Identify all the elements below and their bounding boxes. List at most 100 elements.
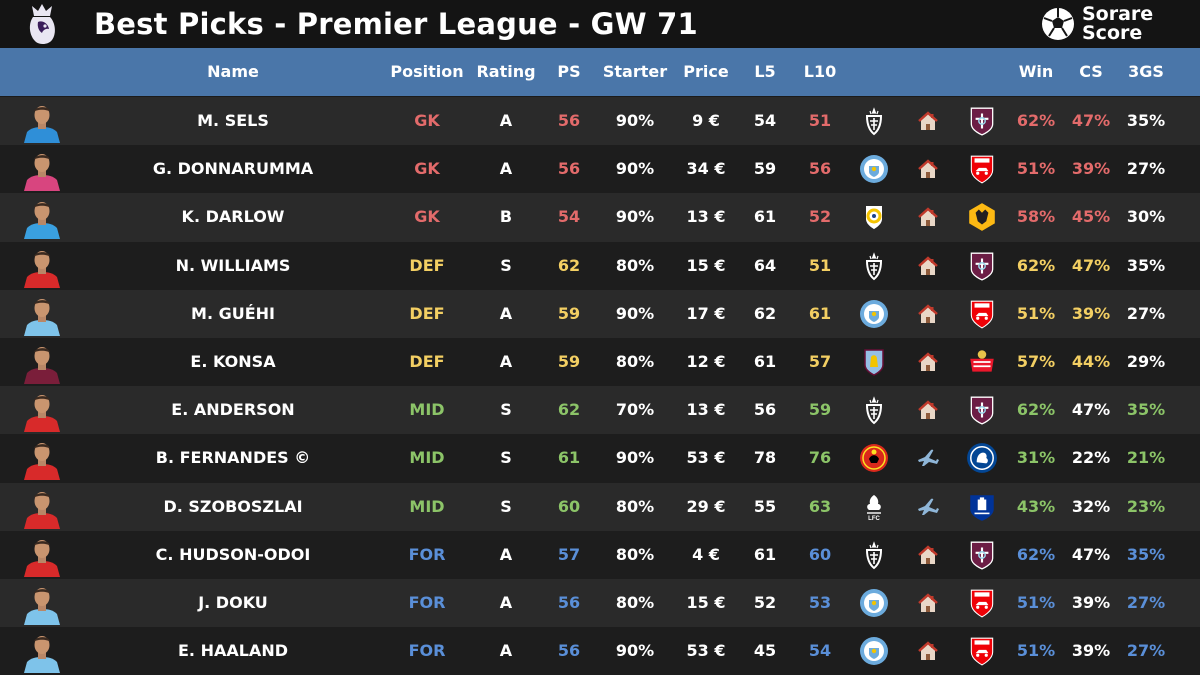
player-photo — [24, 154, 60, 192]
player-starter: 80% — [615, 351, 655, 371]
manchester-city-crest-icon — [859, 154, 889, 184]
player-row[interactable]: E. ANDERSON MID S 62 70% 13 € 56 59 62% … — [0, 386, 1200, 435]
col-starter[interactable]: Starter — [602, 62, 668, 81]
brand-line-1: Sorare — [1082, 3, 1154, 25]
player-l5: 55 — [753, 496, 777, 516]
col-l5[interactable]: L5 — [754, 62, 776, 81]
player-rating: S — [500, 400, 512, 420]
player-starter: 80% — [615, 496, 655, 516]
player-win: 51% — [1016, 641, 1056, 661]
player-row[interactable]: M. SELS GK A 56 90% 9 € 54 51 62% 47% 35… — [0, 97, 1200, 146]
opponent-wolves-crest-icon — [966, 201, 998, 233]
col-position[interactable]: Position — [390, 62, 464, 81]
player-ps: 56 — [557, 111, 581, 130]
player-photo — [24, 250, 60, 288]
player-row[interactable]: C. HUDSON-ODOI FOR A 57 80% 4 € 61 60 62… — [0, 530, 1200, 579]
nottingham-forest-crest-icon — [859, 251, 889, 281]
home-icon — [916, 109, 940, 133]
player-cs: 39% — [1071, 303, 1111, 323]
player-cs: 39% — [1071, 641, 1111, 661]
player-ps: 56 — [557, 159, 581, 179]
player-price: 15 € — [686, 255, 726, 275]
player-l10: 57 — [808, 351, 832, 371]
col-name[interactable]: Name — [207, 62, 259, 81]
player-rating: A — [499, 303, 513, 323]
player-rating: A — [499, 111, 513, 130]
player-3gs: 35% — [1126, 400, 1166, 420]
player-row[interactable]: D. SZOBOSZLAI MID S 60 80% 29 € 55 63 LF… — [0, 482, 1200, 531]
player-row[interactable]: B. FERNANDES © MID S 61 90% 53 € 78 76 3… — [0, 434, 1200, 483]
player-l10: 61 — [808, 303, 832, 323]
player-starter: 90% — [615, 303, 655, 323]
player-row[interactable]: E. HAALAND FOR A 56 90% 53 € 45 54 51% 3… — [0, 627, 1200, 675]
player-starter: 80% — [615, 255, 655, 275]
player-win: 62% — [1016, 544, 1056, 564]
player-name: M. SELS — [197, 111, 269, 130]
player-photo — [24, 202, 60, 240]
player-cs: 47% — [1071, 400, 1111, 420]
col-win[interactable]: Win — [1018, 62, 1054, 81]
col-cs[interactable]: CS — [1079, 62, 1103, 81]
home-icon — [916, 302, 940, 326]
aston-villa-crest-icon — [859, 347, 889, 377]
player-l5: 61 — [753, 544, 777, 564]
player-3gs: 35% — [1126, 111, 1166, 130]
player-l5: 61 — [753, 351, 777, 371]
player-position: MID — [409, 400, 445, 420]
player-price: 53 € — [686, 641, 726, 661]
player-position: MID — [409, 448, 445, 468]
player-price: 9 € — [692, 111, 720, 130]
player-position: FOR — [408, 641, 446, 661]
brand-line-2: Score — [1082, 22, 1143, 44]
player-table: M. SELS GK A 56 90% 9 € 54 51 62% 47% 35… — [0, 97, 1200, 675]
player-win: 57% — [1016, 351, 1056, 371]
player-photo — [24, 395, 60, 433]
player-l10: 53 — [808, 592, 832, 612]
home-icon — [916, 398, 940, 422]
player-cs: 39% — [1071, 592, 1111, 612]
player-row[interactable]: G. DONNARUMMA GK A 56 90% 34 € 59 56 51%… — [0, 145, 1200, 194]
player-photo — [24, 106, 60, 143]
col-l10[interactable]: L10 — [803, 62, 837, 81]
col-3gs[interactable]: 3GS — [1128, 62, 1164, 81]
col-rating[interactable]: Rating — [476, 62, 536, 81]
player-cs: 44% — [1071, 351, 1111, 371]
player-position: FOR — [408, 544, 446, 564]
player-l10: 60 — [808, 544, 832, 564]
player-l10: 52 — [808, 207, 832, 227]
player-row[interactable]: E. KONSA DEF A 59 80% 12 € 61 57 57% 44%… — [0, 337, 1200, 387]
player-price: 13 € — [686, 400, 726, 420]
player-row[interactable]: N. WILLIAMS DEF S 62 80% 15 € 64 51 62% … — [0, 241, 1200, 290]
player-row[interactable]: K. DARLOW GK B 54 90% 13 € 61 52 58% 45%… — [0, 193, 1200, 242]
player-price: 29 € — [686, 496, 726, 516]
player-name: N. WILLIAMS — [175, 255, 291, 275]
player-position: GK — [414, 111, 440, 130]
player-row[interactable]: M. GUÉHI DEF A 59 90% 17 € 62 61 51% 39%… — [0, 289, 1200, 338]
player-3gs: 27% — [1126, 159, 1166, 179]
player-price: 4 € — [692, 544, 720, 564]
player-ps: 60 — [557, 496, 581, 516]
sorare-score-brand: Sorare Score — [1040, 5, 1153, 43]
player-name: E. ANDERSON — [171, 400, 295, 420]
player-rating: B — [499, 207, 513, 227]
player-l10: 51 — [808, 255, 832, 275]
player-price: 13 € — [686, 207, 726, 227]
opponent-arsenal-crest-icon — [966, 153, 998, 185]
player-starter: 90% — [615, 641, 655, 661]
player-position: GK — [414, 159, 440, 179]
player-photo — [24, 539, 60, 577]
player-l10: 56 — [808, 159, 832, 179]
home-icon — [916, 543, 940, 567]
player-name: B. FERNANDES © — [155, 448, 311, 468]
player-3gs: 35% — [1126, 544, 1166, 564]
player-starter: 80% — [615, 544, 655, 564]
player-position: DEF — [409, 351, 445, 371]
player-row[interactable]: J. DOKU FOR A 56 80% 15 € 52 53 51% 39% … — [0, 578, 1200, 628]
player-position: DEF — [409, 303, 445, 323]
player-3gs: 30% — [1126, 207, 1166, 227]
col-ps[interactable]: PS — [557, 62, 581, 81]
col-price[interactable]: Price — [683, 62, 729, 81]
player-3gs: 21% — [1126, 448, 1166, 468]
home-icon — [916, 254, 940, 278]
player-price: 34 € — [686, 159, 726, 179]
